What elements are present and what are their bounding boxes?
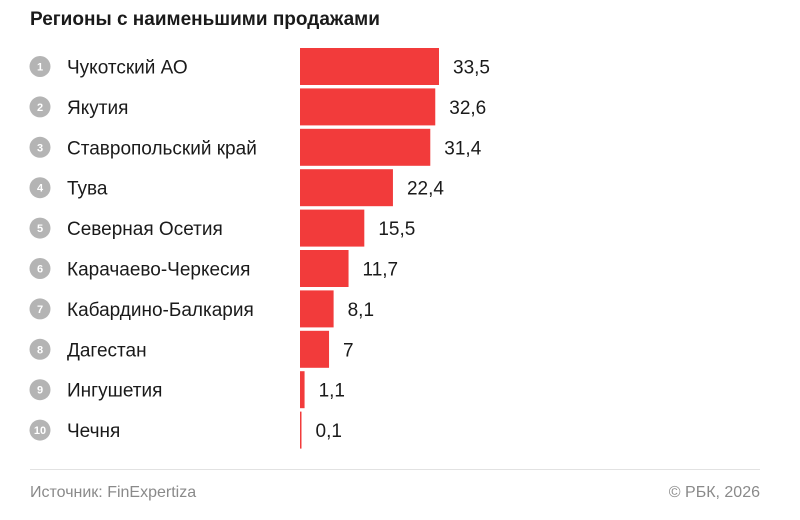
rank-number: 10 [34, 425, 46, 437]
region-label: Карачаево-Черкесия [67, 260, 250, 281]
rank-number: 7 [37, 304, 43, 316]
region-label: Тува [67, 179, 108, 200]
rank-number: 8 [37, 344, 43, 356]
region-label: Кабардино-Балкария [67, 300, 254, 321]
rank-badge [29, 177, 51, 199]
rank-number: 3 [37, 142, 43, 154]
region-label: Ставропольский край [67, 138, 257, 159]
value-label: 8,1 [348, 300, 374, 321]
bar [300, 169, 393, 207]
footer-divider [30, 469, 760, 470]
bar [300, 330, 330, 368]
rank-number: 1 [37, 62, 43, 74]
rank-number: 6 [37, 264, 43, 276]
rank-badge [29, 136, 51, 158]
rank-number: 2 [37, 102, 43, 114]
value-label: 33,5 [453, 58, 490, 79]
value-label: 15,5 [378, 219, 415, 240]
bar-chart: 1 Чукотский АО 33,5 2 Якутия 32,6 3 Ставропольс… [29, 48, 490, 449]
copyright-note: © РБК, 2026 [668, 484, 760, 501]
rank-badge [29, 258, 51, 279]
rank-badge [29, 217, 51, 239]
rank-badge [29, 338, 51, 360]
bar [300, 411, 302, 449]
rank-badge [29, 56, 51, 77]
chart-title: Регионы с наименьшими продажами [30, 9, 380, 30]
source-note: Источник: FinExpertiza [30, 484, 197, 501]
region-label: Ингушетия [67, 381, 162, 402]
bar [300, 290, 334, 328]
rank-badge [29, 419, 51, 441]
value-label: 1,1 [319, 381, 345, 402]
bar [300, 371, 305, 409]
value-label: 31,4 [444, 138, 481, 159]
value-label: 7 [343, 340, 354, 361]
rank-number: 5 [37, 223, 43, 235]
rank-badge [29, 298, 51, 320]
value-label: 11,7 [363, 260, 399, 281]
region-label: Чечня [67, 421, 120, 442]
value-label: 32,6 [449, 98, 486, 119]
rank-number: 9 [37, 385, 43, 397]
bar [300, 48, 439, 85]
region-label: Чукотский АО [67, 58, 188, 79]
rank-badge [29, 379, 51, 401]
value-label: 22,4 [407, 179, 444, 200]
chart-rows: 1 Чукотский АО 33,5 2 Якутия 32,6 3 Ставропольс… [29, 48, 490, 449]
bar [300, 250, 349, 287]
bar [300, 88, 436, 126]
value-label: 0,1 [316, 421, 342, 442]
region-label: Северная Осетия [67, 219, 223, 240]
region-label: Дагестан [67, 340, 147, 361]
rank-badge [29, 96, 51, 118]
rank-number: 4 [37, 183, 44, 195]
bar [300, 128, 431, 166]
region-label: Якутия [67, 98, 128, 119]
bar [300, 209, 365, 247]
